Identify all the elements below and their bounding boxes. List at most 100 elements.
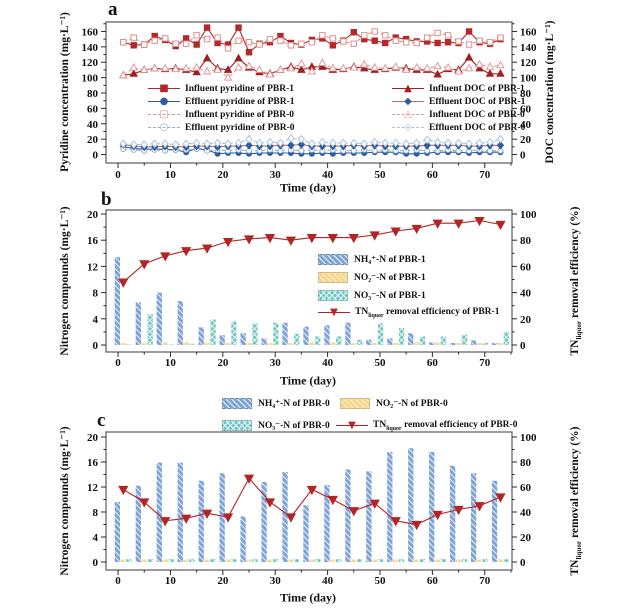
svg-text:0: 0 — [93, 557, 99, 569]
svg-text:20: 20 — [520, 314, 532, 326]
legend-label: Influent pyridine of PBR-0 — [185, 109, 294, 120]
legend-label: NO₂⁻-N of PBR-0 — [376, 399, 448, 409]
legend-item: ■ Influent pyridine of PBR-1 — [148, 82, 295, 95]
svg-text:60: 60 — [427, 575, 439, 587]
svg-text:70: 70 — [479, 169, 491, 181]
svg-text:20: 20 — [87, 209, 99, 221]
legend-label: NO₃⁻-N of PBR-0 — [258, 421, 330, 431]
legend-item: □ Influent pyridine of PBR-0 — [148, 108, 295, 121]
panel-c-legend-item-no3: NO₃⁻-N of PBR-0 — [222, 419, 330, 432]
svg-text:0: 0 — [520, 150, 526, 162]
svg-text:16: 16 — [87, 235, 99, 247]
svg-text:40: 40 — [520, 288, 532, 300]
legend-item: ● Effluent pyridine of PBR-1 — [148, 95, 295, 108]
panel-b-label: b — [101, 189, 112, 210]
svg-text:20: 20 — [87, 432, 99, 444]
svg-text:12: 12 — [87, 261, 99, 273]
svg-text:12: 12 — [87, 482, 99, 494]
line-marker-sample-icon: □ — [148, 109, 180, 120]
legend-item: NO₂⁻-N of PBR-1 — [318, 268, 499, 286]
svg-text:50: 50 — [374, 169, 386, 181]
bar-swatch-icon — [340, 398, 370, 409]
panel-c-label: c — [97, 410, 106, 431]
svg-text:40: 40 — [322, 357, 334, 369]
svg-text:10: 10 — [165, 357, 177, 369]
legend-label: Effluent pyridine of PBR-0 — [185, 122, 295, 133]
legend-item: ○ Effluent pyridine of PBR-0 — [148, 121, 295, 134]
svg-text:60: 60 — [520, 261, 532, 273]
bar-swatch-icon — [222, 398, 252, 409]
bar-swatch-icon — [222, 420, 252, 431]
line-marker-sample-icon: ◆ — [392, 96, 424, 107]
line-marker-sample-icon: ◇ — [392, 122, 424, 133]
svg-text:0: 0 — [115, 357, 121, 369]
svg-text:160: 160 — [82, 26, 99, 38]
panel-b-right-axis-title: TNliquor removal efficiency (%) — [568, 206, 584, 356]
panel-a-label: a — [108, 0, 118, 20]
svg-text:20: 20 — [520, 134, 532, 146]
svg-text:40: 40 — [322, 575, 334, 587]
svg-text:140: 140 — [520, 42, 537, 54]
line-marker-sample-icon: ■ — [148, 83, 180, 94]
svg-text:40: 40 — [322, 169, 334, 181]
svg-text:60: 60 — [87, 103, 99, 115]
svg-text:10: 10 — [165, 169, 177, 181]
panel-b-left-axis-title: Nitrogen compounds (mg·L⁻¹) — [59, 206, 71, 356]
svg-text:60: 60 — [520, 103, 532, 115]
svg-text:80: 80 — [520, 235, 532, 247]
panel-c-legend-item-no2: NO₂⁻-N of PBR-0 — [340, 397, 448, 410]
svg-text:50: 50 — [374, 575, 386, 587]
panel-c-legend-item-nh4: NH₄⁺-N of PBR-0 — [222, 397, 330, 410]
svg-text:0: 0 — [520, 557, 526, 569]
svg-text:4: 4 — [93, 532, 99, 544]
svg-text:10: 10 — [165, 575, 177, 587]
svg-text:8: 8 — [93, 288, 99, 300]
line-marker-sample-icon: ● — [148, 96, 180, 107]
svg-text:140: 140 — [82, 42, 99, 54]
legend-label: Effluent pyridine of PBR-1 — [185, 96, 295, 107]
svg-text:40: 40 — [87, 119, 99, 131]
legend-item: NH₄⁺-N of PBR-1 — [318, 250, 499, 268]
svg-text:0: 0 — [93, 150, 99, 162]
legend-label: Effluent DOC of PBR-1 — [429, 96, 526, 107]
panel-c-left-axis-title: Nitrogen compounds (mg·L⁻¹) — [59, 426, 71, 576]
svg-text:60: 60 — [520, 482, 532, 494]
svg-text:30: 30 — [270, 169, 282, 181]
svg-text:70: 70 — [479, 357, 491, 369]
line-marker-sample-icon: ▼ — [318, 308, 350, 318]
svg-text:30: 30 — [270, 357, 282, 369]
svg-text:100: 100 — [82, 73, 99, 85]
panel-c-legend-item-tn: ▼ TNliquor removal efficiency of PBR-0 — [336, 419, 517, 432]
svg-text:120: 120 — [82, 57, 99, 69]
svg-text:0: 0 — [520, 340, 526, 352]
panel-c-right-axis-title: TNliquor removal efficiency (%) — [568, 426, 584, 576]
panel-b-x-axis-title: Time (day) — [279, 373, 337, 388]
svg-text:80: 80 — [520, 457, 532, 469]
line-marker-sample-icon: △ — [392, 109, 424, 120]
svg-text:100: 100 — [520, 432, 537, 444]
line-marker-sample-icon: ▲ — [392, 83, 424, 94]
svg-text:8: 8 — [93, 507, 99, 519]
svg-text:20: 20 — [520, 532, 532, 544]
legend-item: ◇ Effluent DOC of PBR-0 — [392, 121, 525, 134]
svg-text:0: 0 — [115, 169, 121, 181]
svg-text:100: 100 — [520, 73, 537, 85]
legend-label: Influent DOC of PBR-0 — [429, 109, 525, 120]
svg-text:60: 60 — [427, 357, 439, 369]
legend-item: ▲ Influent DOC of PBR-1 — [392, 82, 525, 95]
legend-label: NH₄⁺-N of PBR-1 — [354, 254, 426, 265]
svg-text:70: 70 — [479, 575, 491, 587]
svg-text:0: 0 — [93, 340, 99, 352]
legend-item: △ Influent DOC of PBR-0 — [392, 108, 525, 121]
legend-item: ◆ Effluent DOC of PBR-1 — [392, 95, 525, 108]
svg-text:0: 0 — [115, 575, 121, 587]
svg-text:80: 80 — [520, 88, 532, 100]
legend-label: NH₄⁺-N of PBR-0 — [258, 399, 330, 409]
panel-a-right-axis-title: DOC concentration (mg·L⁻¹) — [544, 20, 556, 164]
legend-label: TNliquor removal efficiency of PBR-1 — [355, 307, 500, 319]
panel-a-x-axis-title: Time (day) — [279, 180, 337, 195]
legend-label: Influent DOC of PBR-1 — [429, 83, 525, 94]
panel-c-x-axis-title: Time (day) — [279, 590, 337, 605]
